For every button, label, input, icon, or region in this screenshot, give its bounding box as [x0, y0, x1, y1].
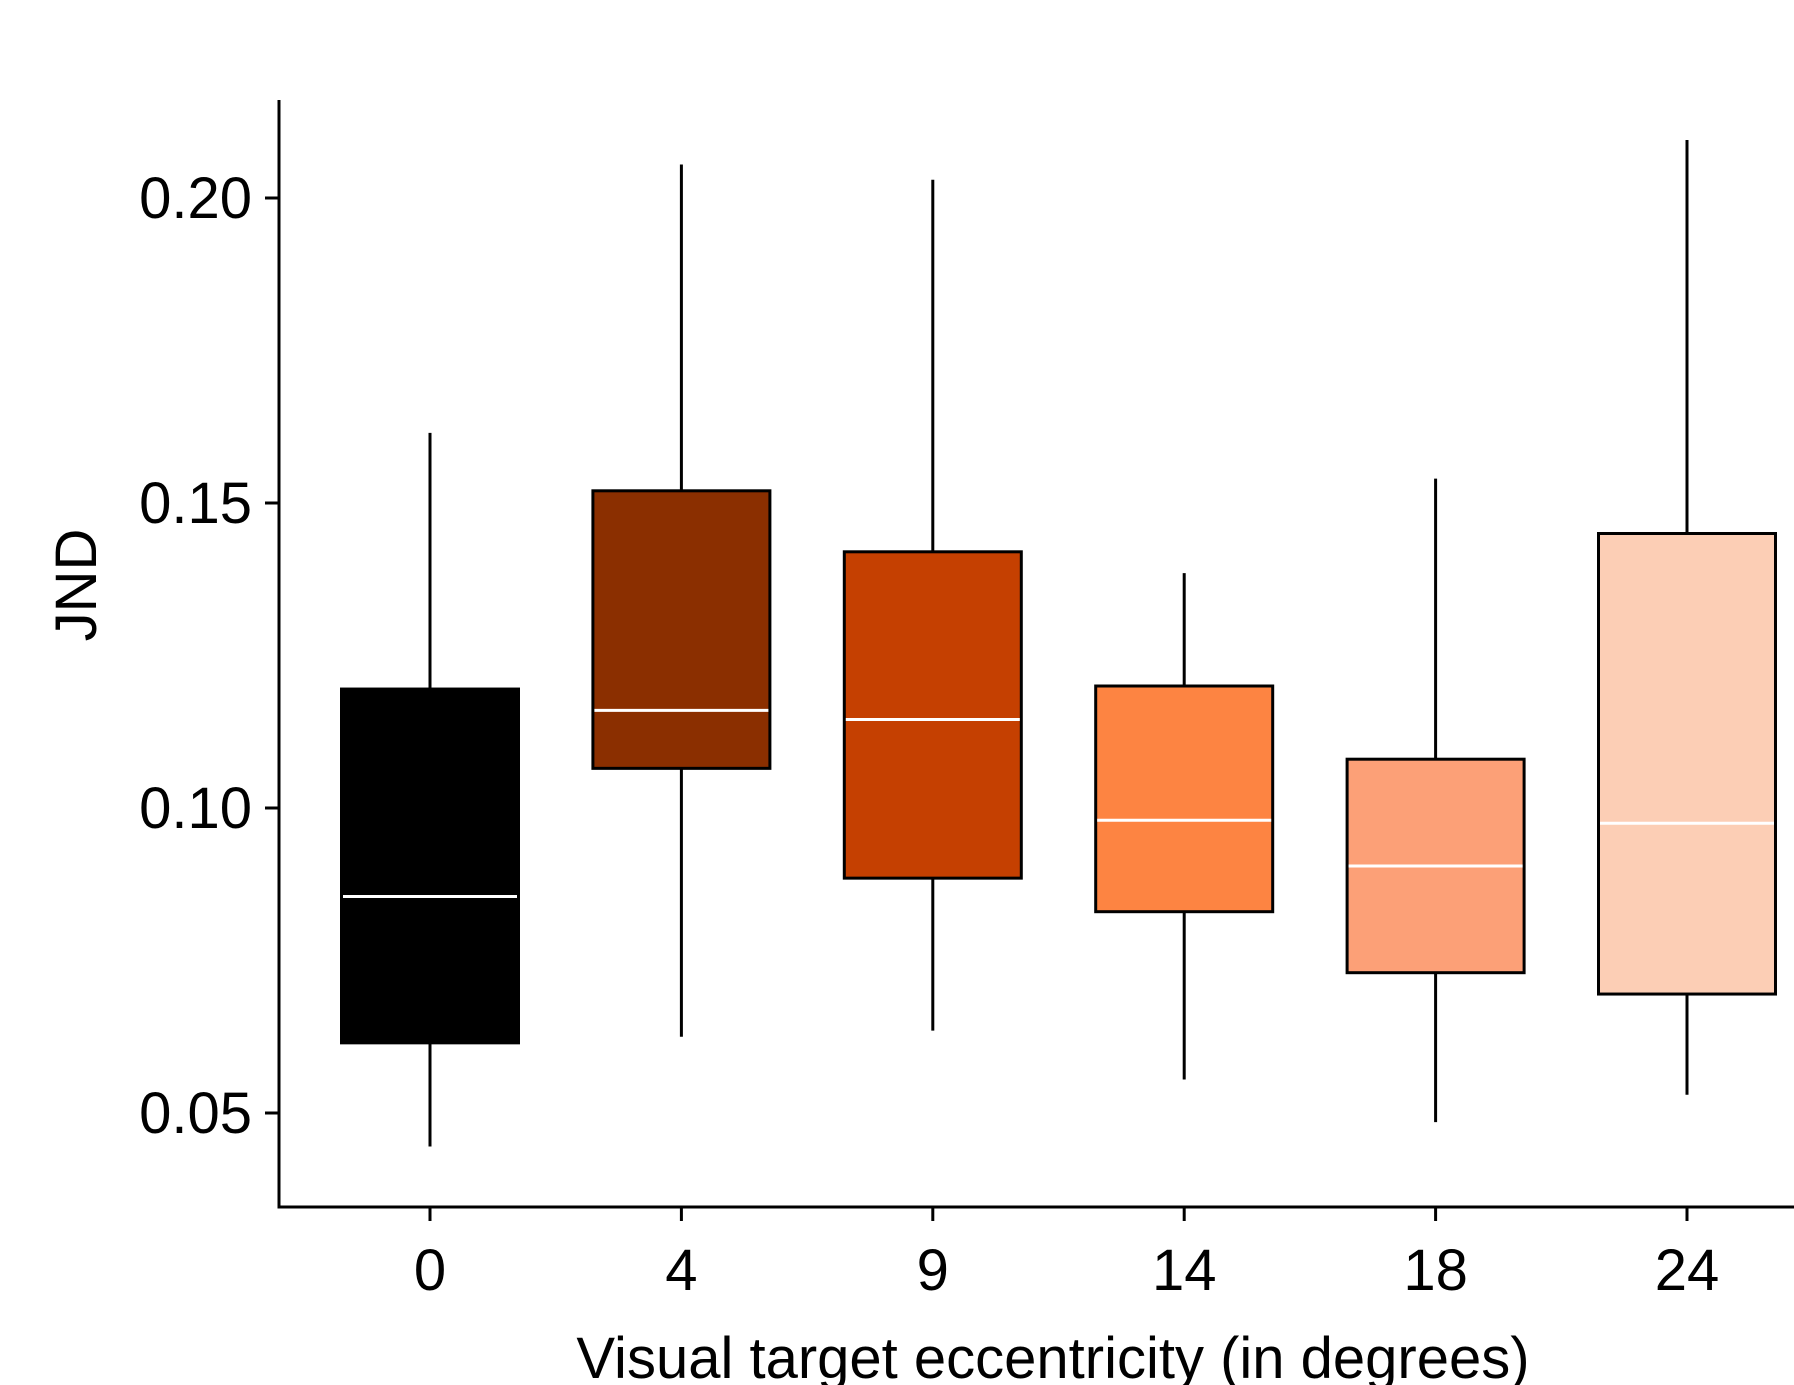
y-tick-label: 0.15	[139, 471, 252, 536]
y-axis-title: JND	[44, 529, 109, 642]
plot-area	[340, 140, 1777, 1147]
y-tick-label: 0.20	[139, 166, 252, 231]
iqr-box	[842, 550, 1023, 880]
x-tick-label: 4	[665, 1238, 697, 1303]
iqr-box	[340, 687, 520, 1045]
y-tick-label: 0.10	[139, 776, 252, 841]
x-tick-label: 0	[414, 1238, 446, 1303]
x-tick-label: 14	[1152, 1238, 1217, 1303]
box-18	[1345, 478, 1526, 1123]
box-14	[1094, 573, 1275, 1080]
box-0	[340, 432, 520, 1147]
y-axis-ticks: 0.05 0.10 0.15 0.20	[139, 166, 279, 1146]
iqr-box	[1094, 684, 1275, 914]
y-tick-label: 0.05	[139, 1081, 252, 1146]
x-tick-label: 18	[1403, 1238, 1468, 1303]
x-axis-ticks: 0 4 9 14 18 24	[414, 1207, 1719, 1303]
box-9	[842, 179, 1023, 1031]
box-4	[591, 164, 772, 1037]
x-tick-label: 24	[1655, 1238, 1720, 1303]
box-24	[1597, 140, 1777, 1095]
iqr-box	[1597, 532, 1777, 996]
iqr-box	[591, 489, 772, 770]
x-tick-label: 9	[917, 1238, 949, 1303]
x-axis-title: Visual target eccentricity (in degrees)	[576, 1326, 1529, 1385]
